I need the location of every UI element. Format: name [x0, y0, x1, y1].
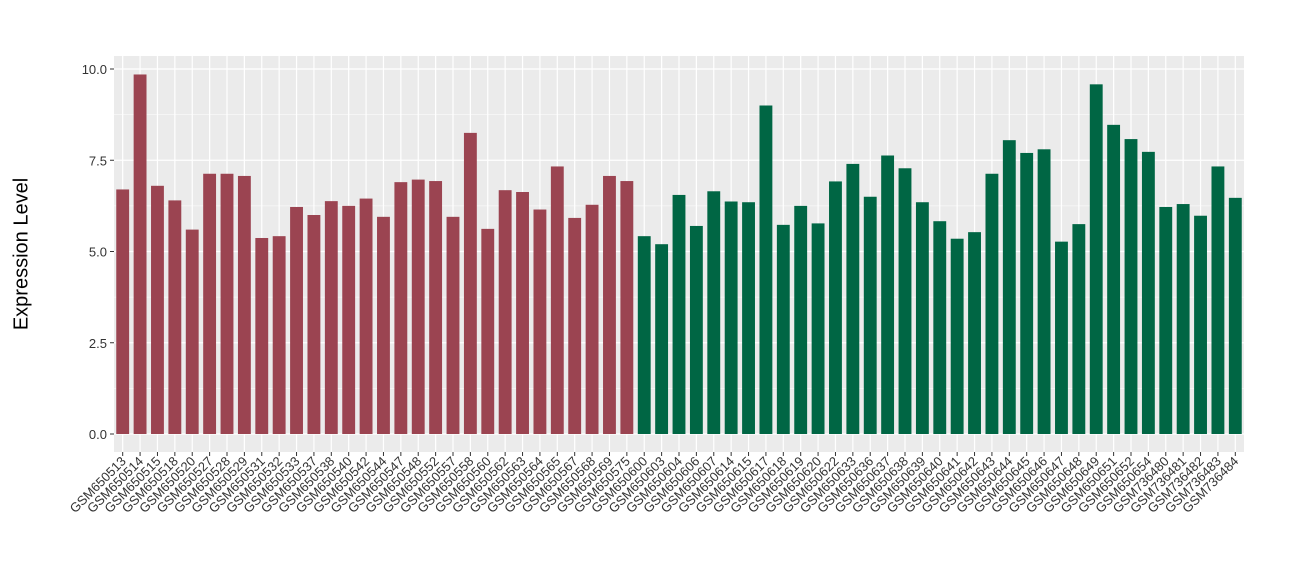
bar [1159, 206, 1173, 434]
y-tick-label: 7.5 [89, 153, 107, 168]
bar [968, 232, 981, 434]
bar [1020, 152, 1034, 434]
bar [290, 206, 303, 434]
bar [220, 173, 234, 434]
bar [898, 168, 912, 434]
bar [550, 166, 564, 434]
bar [1107, 124, 1121, 434]
bar [794, 205, 808, 434]
bar [377, 216, 390, 434]
bar [1072, 224, 1086, 434]
bar [811, 223, 825, 434]
bar [342, 205, 356, 434]
bar [672, 194, 686, 434]
bar [724, 201, 738, 434]
bar [1055, 241, 1068, 434]
bar [429, 181, 443, 434]
bar [237, 175, 251, 434]
bar [603, 175, 616, 434]
bar [1037, 149, 1051, 435]
bar [307, 215, 321, 434]
bar [1089, 84, 1103, 434]
bar [950, 238, 964, 434]
bar [533, 209, 547, 434]
bar [881, 155, 895, 434]
bar [689, 225, 703, 434]
bar [1002, 140, 1016, 435]
bar [707, 191, 721, 434]
bar [863, 196, 877, 434]
bar [1176, 204, 1190, 434]
y-axis-label-text: Expression Level [10, 177, 33, 331]
bar [620, 181, 634, 434]
bar [463, 132, 477, 434]
bar [394, 182, 408, 434]
bar [516, 192, 529, 434]
bar [481, 228, 495, 434]
bar [933, 221, 947, 434]
bar [1194, 215, 1207, 434]
bar [498, 190, 512, 434]
x-axis: GSM650513GSM650514GSM650515GSM650518GSM6… [67, 452, 1241, 516]
y-tick-label: 0.0 [89, 427, 107, 442]
bar [168, 200, 182, 434]
bar [255, 237, 269, 434]
bar [846, 163, 860, 434]
bar [759, 105, 773, 434]
bar [133, 74, 147, 434]
bar [568, 217, 582, 434]
bar [655, 244, 669, 434]
bars-layer [116, 74, 1242, 435]
bar [324, 201, 338, 434]
bar [151, 185, 164, 434]
bar [185, 229, 199, 434]
bar [776, 224, 790, 434]
bar [1228, 197, 1242, 434]
bar [359, 198, 373, 434]
bar [585, 204, 599, 434]
bar [1141, 151, 1155, 435]
y-axis: 0.0 2.5 5.0 7.5 10.0 [82, 62, 114, 442]
bar [742, 202, 755, 434]
bar [915, 202, 929, 434]
bar [272, 236, 286, 434]
bar [829, 181, 842, 434]
bar [985, 173, 999, 434]
y-tick-label: 5.0 [89, 245, 107, 260]
y-tick-label: 2.5 [89, 336, 107, 351]
bar [411, 179, 425, 434]
y-tick-label: 10.0 [82, 62, 107, 77]
bar [116, 189, 130, 434]
bar [1211, 166, 1225, 434]
bar [446, 216, 460, 434]
bar [637, 236, 651, 434]
bar [1124, 139, 1138, 434]
bar [203, 173, 217, 434]
